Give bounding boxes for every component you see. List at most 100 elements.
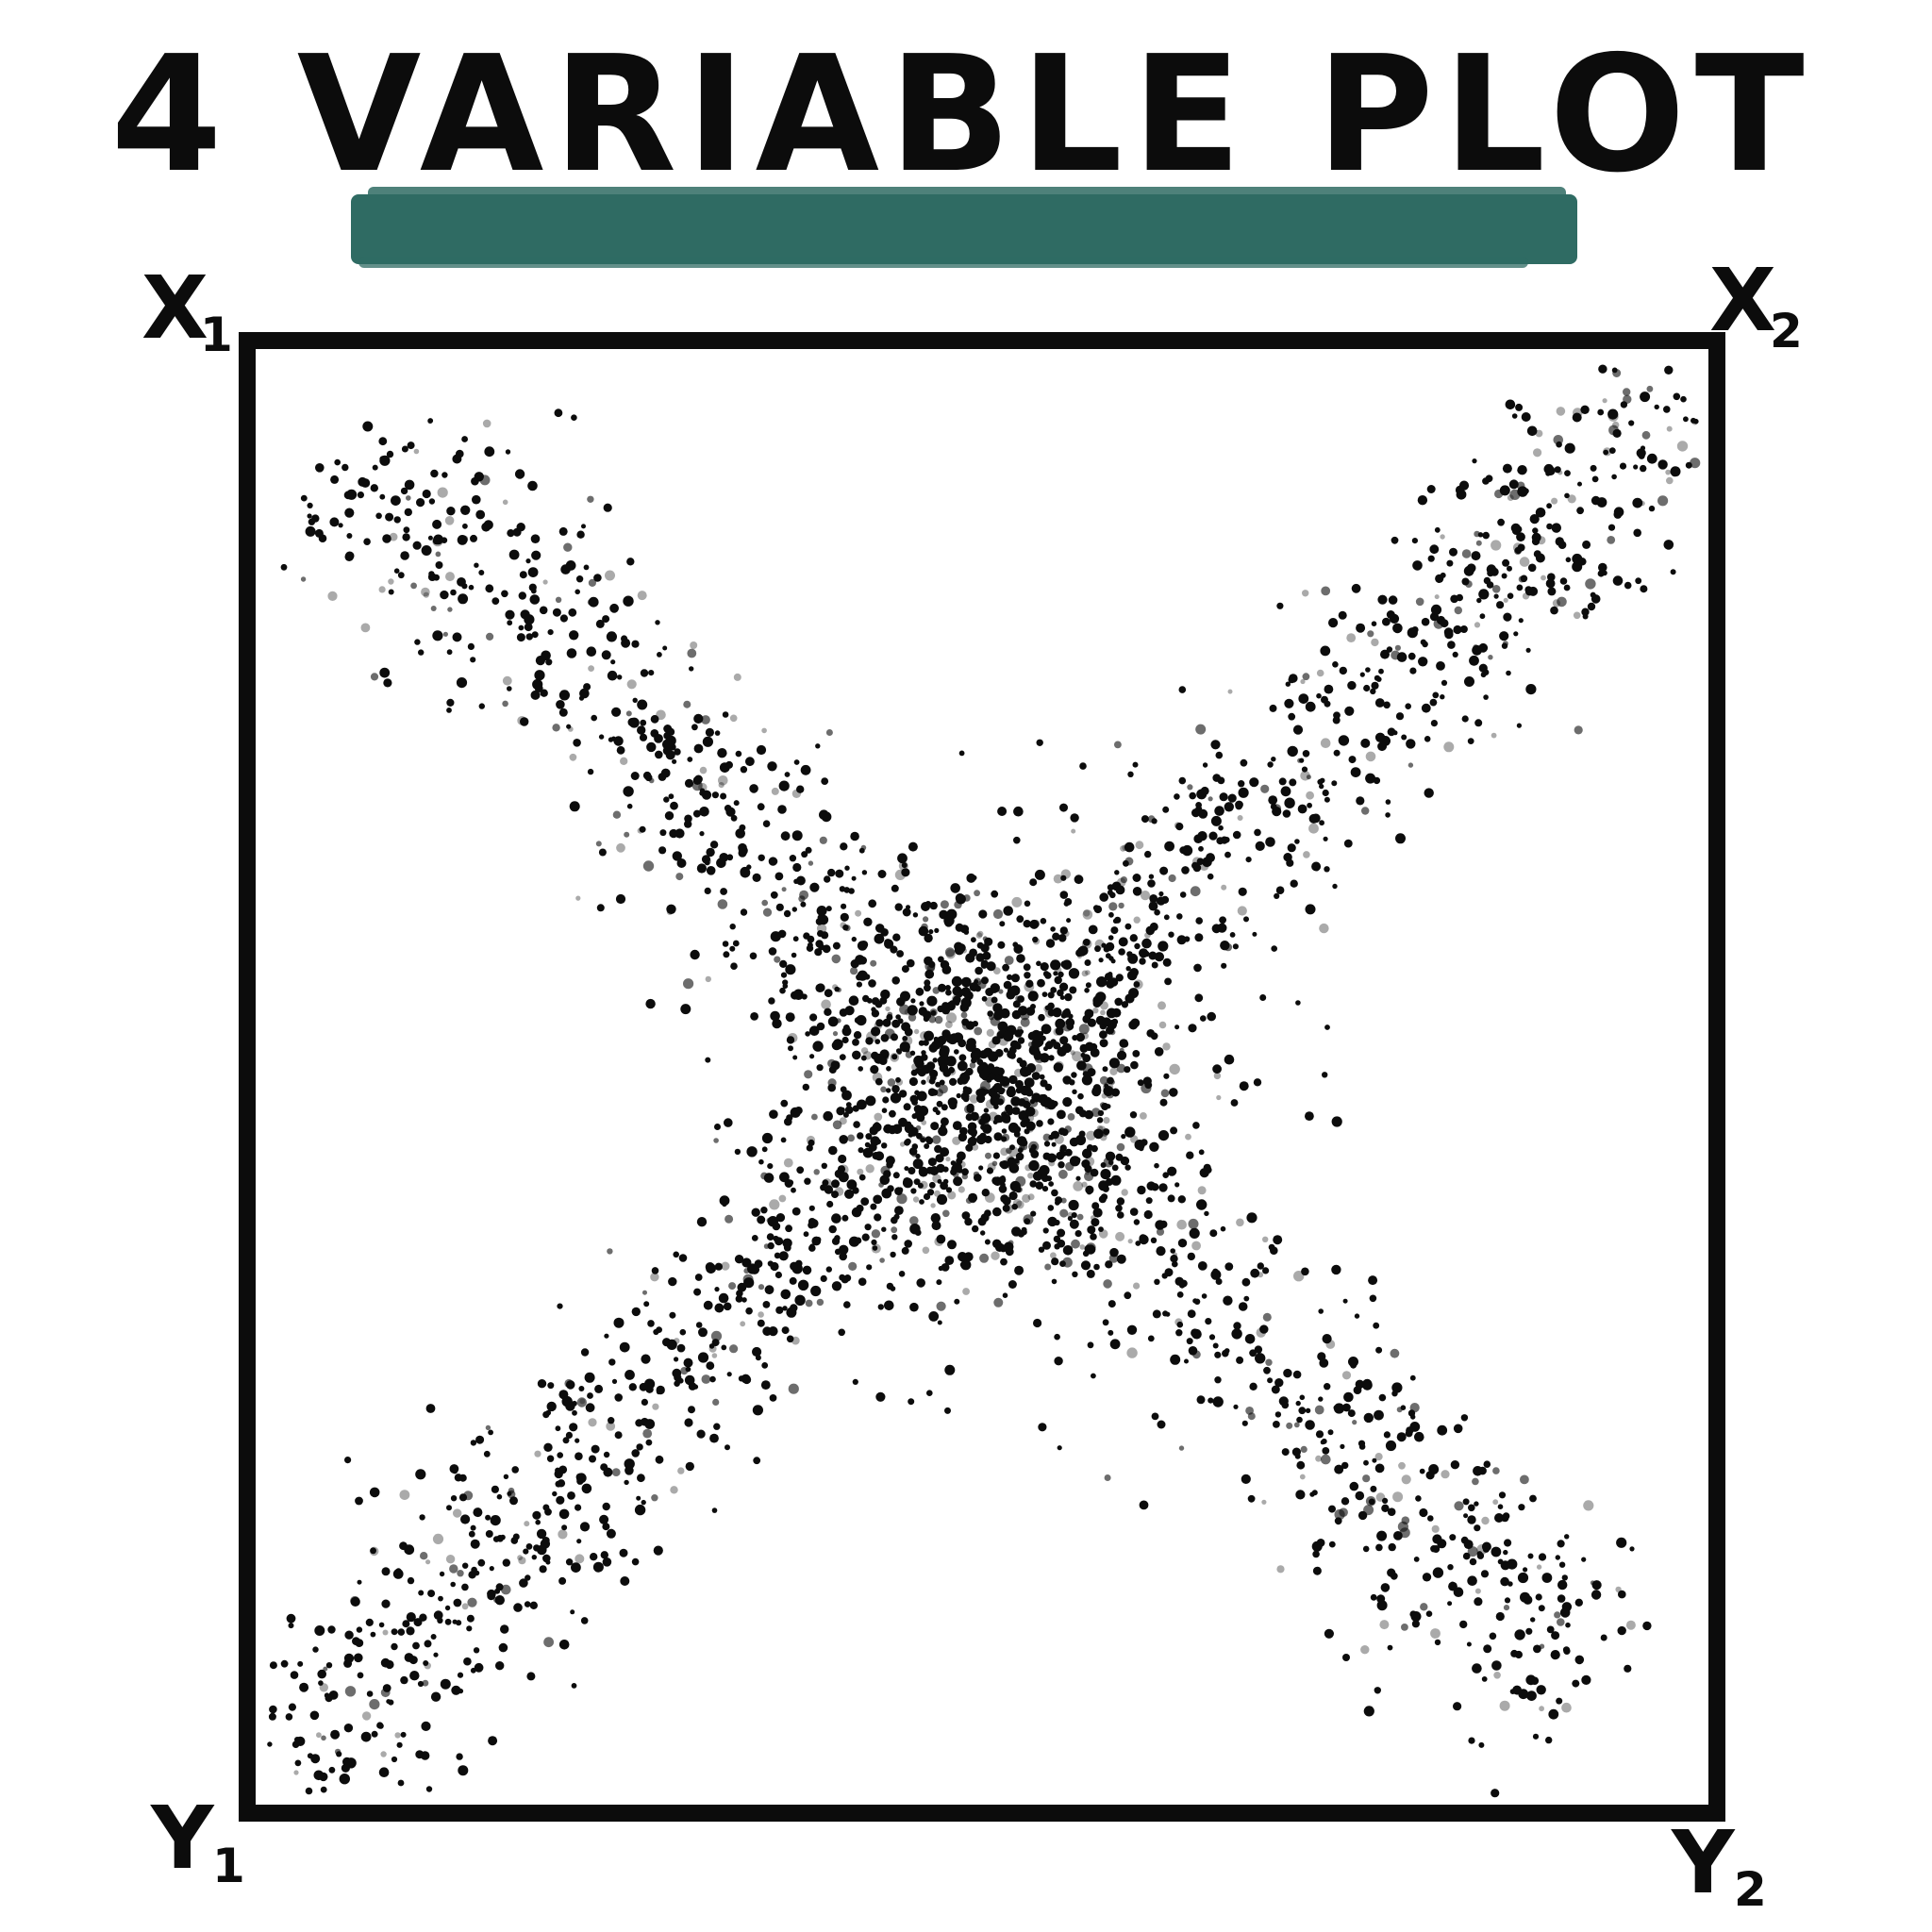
scatter-point [714,1262,724,1271]
scatter-point [699,831,705,837]
scatter-point [937,1320,942,1325]
scatter-point [1322,1334,1332,1344]
scatter-point [1613,507,1624,517]
scatter-point [1110,1177,1117,1184]
scatter-point [1040,1079,1048,1088]
scatter-point [865,1164,874,1174]
scatter-point [1154,952,1164,962]
scatter-point [1278,777,1287,786]
scatter-point [816,1298,824,1307]
scatter-point [828,1145,838,1156]
scatter-point [980,943,990,953]
scatter-point [1096,1117,1104,1124]
scatter-point [365,1618,374,1626]
scatter-point [641,1499,646,1506]
scatter-point [1378,668,1384,675]
scatter-point [1002,1204,1010,1212]
scatter-point [1324,700,1331,708]
scatter-point [1053,874,1063,884]
scatter-point [557,1452,563,1458]
scatter-point [1483,1460,1491,1468]
scatter-point [745,1307,753,1315]
scatter-point [1564,470,1571,476]
scatter-point [1351,583,1361,593]
scatter-point [664,811,675,821]
scatter-point [1235,802,1242,810]
scatter-point [640,719,647,726]
scatter-point [427,1590,436,1598]
scatter-point [1115,1205,1123,1212]
scatter-point [920,1031,929,1041]
scatter-point [1156,1246,1166,1257]
scatter-point [738,1375,745,1382]
scatter-point [1533,1644,1541,1654]
scatter-point [1523,1567,1528,1573]
corner-label-var: X [1709,250,1776,351]
scatter-point [844,1106,854,1114]
scatter-point [1520,575,1528,583]
scatter-point [875,1139,881,1145]
scatter-point [470,657,476,663]
scatter-point [1291,1447,1301,1457]
scatter-point [1530,1617,1536,1623]
scatter-point [1050,1252,1057,1259]
scatter-point [427,418,434,424]
scatter-point [1257,1262,1265,1270]
scatter-point [977,980,987,990]
scatter-point [901,868,910,877]
scatter-point [960,976,972,988]
scatter-point [1633,528,1641,538]
scatter-point [555,1480,562,1488]
scatter-point [567,726,574,732]
scatter-point [323,1666,328,1672]
scatter-point [422,1679,429,1687]
scatter-point [1518,1504,1525,1511]
scatter-point [871,1026,881,1037]
scatter-point [841,1090,852,1101]
scatter-point [913,1105,923,1113]
scatter-point [855,909,862,917]
scatter-point [1008,1191,1018,1201]
scatter-point [873,1194,883,1205]
scatter-point [945,1187,953,1193]
scatter-point [1256,1327,1266,1338]
scatter-point [1525,647,1531,653]
scatter-point [832,1120,842,1130]
scatter-point [1590,591,1596,598]
scatter-point [571,1683,577,1689]
scatter-point [1058,971,1064,978]
scatter-point [899,1004,910,1015]
scatter-point [755,1355,761,1361]
scatter-point [1170,1255,1178,1263]
scatter-point [1178,686,1187,693]
scatter-point [595,841,602,847]
scatter-point [929,1166,940,1175]
scatter-point [1374,1687,1382,1694]
scatter-point [1048,1181,1054,1187]
scatter-point [1547,573,1556,581]
scatter-point [1491,732,1497,739]
scatter-point [1073,1181,1084,1191]
scatter-point [881,1142,888,1149]
scatter-point [543,1637,554,1648]
scatter-point [1051,1278,1058,1285]
corner-label-bottom-right: Y 2 [1671,1812,1767,1917]
scatter-point [852,1105,859,1112]
scatter-point [1125,965,1131,972]
scatter-point [1374,1453,1383,1461]
scatter-point [774,956,781,963]
scatter-point [1014,1042,1022,1050]
scatter-point [945,989,952,996]
scatter-point [1015,1152,1024,1161]
scatter-point [620,757,628,765]
scatter-point [1361,807,1370,815]
scatter-point [673,1338,680,1344]
scatter-point [1250,1268,1260,1278]
scatter-point [463,1657,472,1666]
scatter-point [942,1166,949,1173]
scatter-point [1321,1454,1331,1465]
scatter-point [1042,1152,1051,1160]
scatter-point [591,714,597,722]
scatter-point [1035,1181,1044,1190]
scatter-point [860,844,867,851]
